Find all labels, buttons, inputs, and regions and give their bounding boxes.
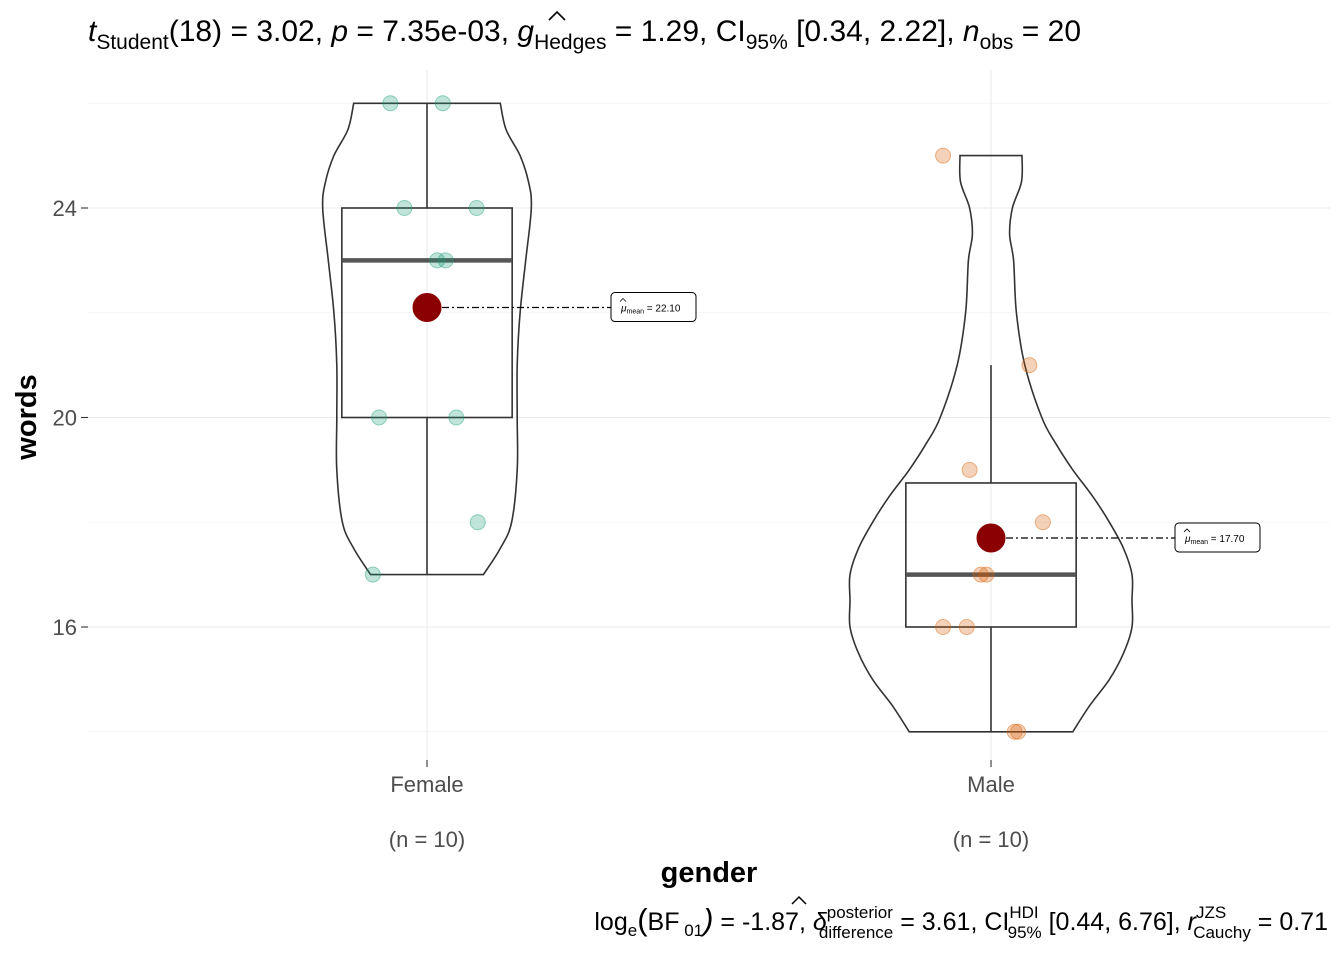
ci-hdi-superscript: HDI bbox=[1009, 903, 1038, 922]
gridlines bbox=[88, 70, 1330, 760]
n-value: 20 bbox=[1048, 15, 1081, 48]
data-point bbox=[468, 200, 485, 216]
ci-symbol: CI bbox=[716, 15, 746, 48]
p-symbol: p bbox=[330, 15, 348, 48]
mean-label-hat bbox=[619, 297, 627, 302]
data-point bbox=[364, 566, 381, 583]
ci-value: [0.34, 2.22] bbox=[796, 15, 946, 48]
t-value: 3.02 bbox=[256, 15, 314, 48]
r-symbol: r bbox=[1188, 908, 1198, 936]
y-tick-label: 24 bbox=[53, 196, 77, 221]
data-point bbox=[371, 409, 388, 426]
x-axis-title: gender bbox=[661, 857, 758, 889]
mean-label-hat bbox=[1183, 528, 1191, 533]
ci-subscript: 95% bbox=[746, 31, 788, 54]
t-subscript: Student bbox=[96, 31, 169, 54]
group-male: μmean = 17.70 bbox=[848, 147, 1261, 740]
data-point bbox=[978, 566, 995, 583]
r-superscript: JZS bbox=[1196, 903, 1226, 922]
data-point bbox=[437, 252, 454, 269]
r-value: 0.71 bbox=[1279, 908, 1328, 936]
data-point bbox=[429, 252, 446, 269]
g-value: 1.29 bbox=[641, 15, 699, 48]
data-point bbox=[1034, 514, 1051, 531]
mean-label-text: μmean = 22.10 bbox=[620, 304, 681, 316]
mean-label-box bbox=[610, 292, 697, 323]
delta-value: 3.61 bbox=[922, 908, 971, 936]
violin-outline bbox=[321, 102, 533, 576]
x-tick-label: Male bbox=[967, 772, 1015, 797]
delta-subscript: difference bbox=[819, 923, 893, 942]
x-tick-label: Female bbox=[390, 772, 463, 797]
delta-hat-accent bbox=[791, 895, 807, 905]
g-symbol: g bbox=[517, 15, 534, 48]
subtitle-stats: tStudent(18) = 3.02, p = 7.35e-03, gHedg… bbox=[88, 15, 1081, 54]
bf-value: -1.87 bbox=[742, 908, 799, 936]
data-point bbox=[434, 95, 451, 112]
log-subscript: e bbox=[628, 921, 637, 940]
y-tick-label: 16 bbox=[53, 615, 77, 640]
mean-point bbox=[412, 293, 442, 323]
n-subscript: obs bbox=[980, 31, 1014, 54]
r-subscript: Cauchy bbox=[1193, 923, 1251, 942]
ci-hdi-subscript: 95% bbox=[1008, 923, 1042, 942]
box-iqr bbox=[341, 207, 513, 419]
data-point bbox=[448, 409, 465, 426]
data-point bbox=[1006, 723, 1023, 740]
data-point bbox=[1021, 357, 1038, 374]
data-point bbox=[972, 566, 989, 583]
x-axis: Female (n = 10) Male (n = 10) bbox=[389, 760, 1029, 852]
data-point bbox=[469, 514, 486, 531]
mean-label-box bbox=[1174, 522, 1261, 553]
delta-symbol: δ bbox=[813, 908, 828, 936]
data-point bbox=[935, 147, 952, 164]
caption-bayes-stats: loge(BF 01) = -1.87, δposterior differenc… bbox=[594, 902, 1328, 942]
ci-hdi-value: [0.44, 6.76] bbox=[1049, 908, 1174, 936]
p-value: 7.35e-03 bbox=[382, 15, 500, 48]
t-symbol: t bbox=[88, 15, 98, 48]
data-point bbox=[958, 619, 975, 635]
x-tick-count-label: (n = 10) bbox=[953, 827, 1029, 852]
g-subscript: Hedges bbox=[534, 31, 606, 54]
box-iqr bbox=[905, 482, 1077, 628]
mean-point bbox=[976, 523, 1006, 553]
bf-close-paren: ) bbox=[699, 902, 713, 937]
data-point bbox=[382, 95, 399, 112]
delta-superscript: posterior bbox=[827, 903, 893, 922]
y-axis-title: words bbox=[11, 374, 43, 460]
group-female: μmean = 22.10 bbox=[321, 95, 697, 583]
x-tick-count-label: (n = 10) bbox=[389, 827, 465, 852]
mean-label-text: μmean = 17.70 bbox=[1184, 534, 1245, 546]
data-point bbox=[396, 200, 413, 216]
data-point bbox=[961, 461, 978, 478]
t-equals: = bbox=[222, 15, 256, 48]
t-df: (18) bbox=[169, 15, 222, 48]
data-point bbox=[935, 619, 952, 635]
log-symbol: log bbox=[594, 908, 627, 936]
plot-panel: μmean = 22.10 μmean = 17.70 bbox=[321, 95, 1261, 740]
n-symbol: n bbox=[963, 15, 980, 48]
data-point bbox=[1010, 723, 1027, 740]
violin-outline bbox=[848, 154, 1134, 733]
y-axis: 16 20 24 bbox=[53, 196, 88, 640]
y-tick-label: 20 bbox=[53, 406, 77, 431]
bf-open-paren: ( bbox=[637, 902, 648, 937]
bf-symbol: BF bbox=[648, 908, 680, 936]
g-hat-accent bbox=[548, 10, 566, 21]
ci-hdi-symbol: CI bbox=[984, 908, 1009, 936]
